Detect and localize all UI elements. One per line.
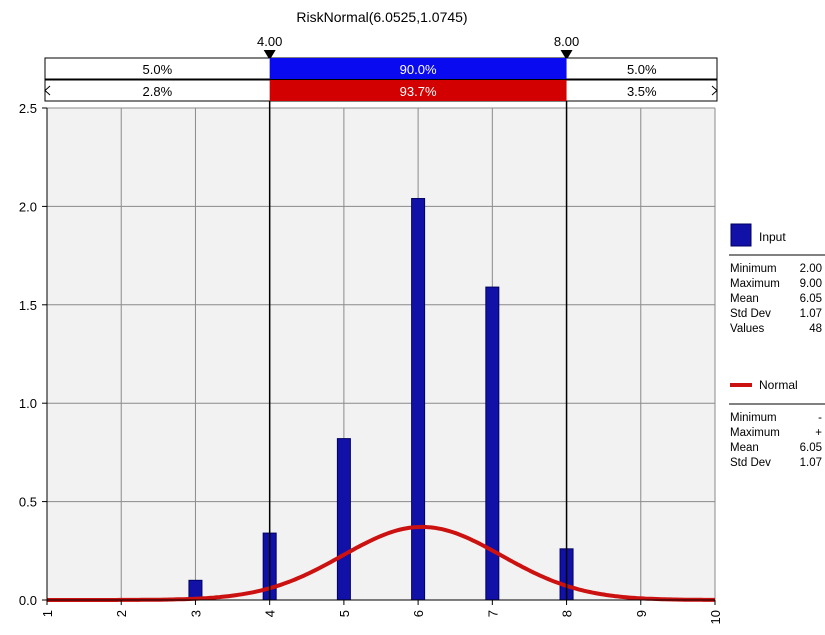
y-tick-label: 0.0 <box>19 593 37 608</box>
input-middle-region <box>269 58 567 79</box>
stat-name: Std Dev <box>730 457 771 469</box>
x-tick-label: 4 <box>263 610 278 617</box>
stat-value: - <box>818 412 822 424</box>
stat-name: Values <box>730 323 765 335</box>
input-bar <box>336 438 351 601</box>
stat-value: 9.00 <box>800 278 822 290</box>
normal-left-percent: 2.8% <box>143 84 173 99</box>
x-tick-label: 1 <box>40 610 55 617</box>
normal-right-percent: 3.5% <box>627 84 657 99</box>
x-tick-label: 5 <box>337 610 352 617</box>
stat-value: 48 <box>809 323 822 335</box>
x-tick-label: 2 <box>114 610 129 617</box>
input-middle-percent: 90.0% <box>400 62 437 77</box>
input-right-percent: 5.0% <box>627 62 657 77</box>
stat-value: 2.00 <box>800 263 822 275</box>
y-tick-label: 2.0 <box>19 199 37 214</box>
y-tick-label: 0.5 <box>19 495 37 510</box>
stat-value: 6.05 <box>800 293 822 305</box>
stat-name: Mean <box>730 442 759 454</box>
x-tick-label: 7 <box>485 610 500 617</box>
y-tick-label: 1.5 <box>19 298 37 313</box>
stat-value: 1.07 <box>800 457 822 469</box>
x-tick-label: 3 <box>188 610 203 617</box>
axes: 0.0 0.5 1.0 1.5 2.0 2.5 1 2 3 4 5 6 7 8 9 10 <box>19 101 723 624</box>
y-tick-label: 2.5 <box>19 101 37 116</box>
right-scroll-arrow-icon[interactable] <box>711 85 718 96</box>
stat-name: Maximum <box>730 427 780 439</box>
normal-middle-region <box>269 80 567 101</box>
stat-name: Mean <box>730 293 759 305</box>
stat-value: 6.05 <box>800 442 822 454</box>
normal-stats-table: Minimum - Maximum + Mean 6.05 Std Dev 1.07 <box>730 412 822 469</box>
chart-title: RiskNormal(6.0525,1.0745) <box>296 9 467 25</box>
legend: Input Minimum 2.00 Maximum 9.00 Mean 6.05 Std … <box>729 223 825 469</box>
legend-normal-label: Normal <box>759 378 798 392</box>
plot-area <box>47 108 715 600</box>
delimiter-handle-icon[interactable] <box>263 50 276 60</box>
left-scroll-arrow-icon[interactable] <box>44 85 51 96</box>
stat-name: Minimum <box>730 263 777 275</box>
stat-value: 1.07 <box>800 308 822 320</box>
input-histogram <box>188 198 574 601</box>
x-tick-label: 9 <box>634 610 649 617</box>
y-tick-label: 1.0 <box>19 396 37 411</box>
input-bar <box>411 198 426 601</box>
stat-value: + <box>815 427 822 439</box>
input-swatch-icon <box>730 223 752 247</box>
probability-band: 5.0% 90.0% 5.0% 2.8% 93.7% 3.5% <box>44 57 718 102</box>
legend-input-label: Input <box>759 230 786 244</box>
x-tick-label: 10 <box>708 610 723 624</box>
normal-middle-percent: 93.7% <box>400 84 437 99</box>
x-tick-label: 8 <box>560 610 575 617</box>
delimiter-handle-icon[interactable] <box>560 50 573 60</box>
left-delimiter-value: 4.00 <box>257 34 282 49</box>
delimiter-layer <box>263 50 573 600</box>
stat-name: Maximum <box>730 278 780 290</box>
input-stats-table: Minimum 2.00 Maximum 9.00 Mean 6.05 Std Dev 1.0… <box>730 263 822 335</box>
stat-name: Minimum <box>730 412 777 424</box>
input-left-percent: 5.0% <box>143 62 173 77</box>
stat-name: Std Dev <box>730 308 771 320</box>
x-tick-label: 6 <box>411 610 426 617</box>
right-delimiter-value: 8.00 <box>554 34 579 49</box>
